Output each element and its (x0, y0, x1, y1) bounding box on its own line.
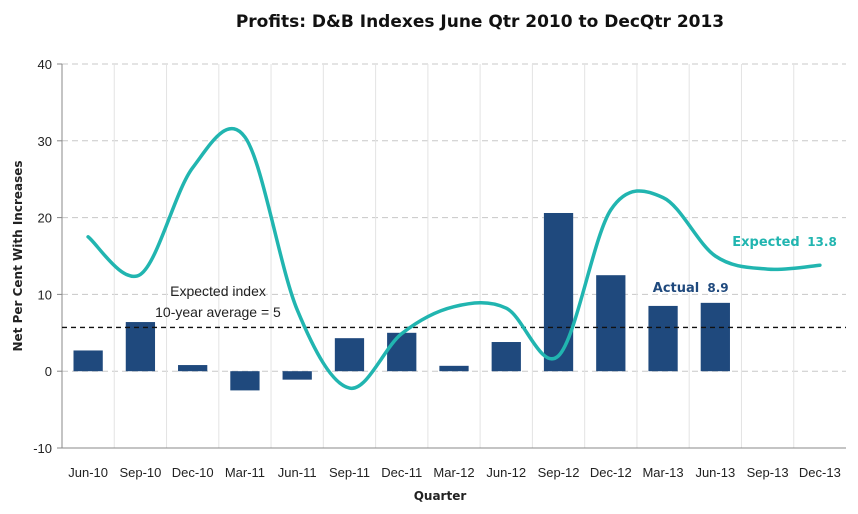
bar-mar-12 (439, 365, 469, 372)
y-tick-label: 30 (38, 134, 52, 149)
expected-line (86, 127, 822, 390)
expected-line-group (86, 127, 822, 390)
y-tick-label: 0 (45, 364, 52, 379)
bar-sep-12 (543, 212, 574, 372)
x-tick-label: Dec-12 (590, 465, 632, 480)
x-tick-label: Sep-12 (538, 465, 580, 480)
bar-jun-12 (491, 342, 521, 372)
gridlines (62, 63, 846, 448)
bar-sep-10 (125, 322, 156, 372)
x-tick-labels: Jun-10 Sep-10 Dec-10 Mar-11 Jun-11 Sep-11 Dec-… (68, 465, 841, 480)
y-tick-labels: -10 0 10 20 30 40 (33, 57, 62, 456)
reference-label-line1: Expected index (170, 283, 266, 299)
bar-dec-11 (387, 332, 417, 372)
y-tick-label: 10 (38, 287, 52, 302)
bar-mar-11 (230, 371, 260, 391)
actual-series-label: Actual (653, 281, 699, 296)
x-tick-label: Mar-11 (225, 465, 265, 480)
x-tick-label: Sep-11 (329, 465, 370, 480)
y-tick-label: 20 (38, 211, 52, 226)
chart-title: Profits: D&B Indexes June Qtr 2010 to De… (236, 12, 724, 32)
bar-jun-11 (282, 371, 312, 380)
x-tick-label: Dec-13 (799, 465, 841, 480)
bar-sep-11 (334, 338, 365, 372)
x-tick-label: Mar-12 (433, 465, 474, 480)
actual-end-value: 8.9 (707, 281, 728, 295)
x-tick-label: Dec-10 (172, 465, 214, 480)
bar-dec-10 (178, 365, 208, 372)
bar-jun-10 (73, 350, 103, 372)
y-axis-title: Net Per Cent With Increases (11, 160, 25, 351)
x-tick-label: Jun-10 (68, 465, 108, 480)
x-tick-label: Mar-13 (642, 465, 683, 480)
expected-series-label: Expected (732, 235, 799, 250)
bar-jun-13 (700, 302, 730, 372)
reference-label-line2: 10-year average = 5 (155, 304, 281, 320)
x-axis-title: Quarter (414, 489, 467, 503)
reference-line-group: Expected index 10-year average = 5 (62, 283, 846, 329)
y-tick-label: 40 (38, 57, 52, 72)
x-tick-label: Jun-11 (278, 465, 317, 480)
actual-bars (73, 212, 730, 391)
x-tick-label: Jun-13 (695, 465, 735, 480)
axes (61, 64, 846, 449)
x-tick-label: Sep-10 (119, 465, 161, 480)
expected-end-value: 13.8 (807, 235, 837, 249)
x-tick-label: Jun-12 (486, 465, 526, 480)
x-tick-label: Dec-11 (381, 465, 422, 480)
bar-mar-13 (648, 305, 678, 372)
bar-dec-12 (596, 275, 626, 372)
y-tick-label: -10 (33, 441, 52, 456)
x-tick-label: Sep-13 (747, 465, 789, 480)
